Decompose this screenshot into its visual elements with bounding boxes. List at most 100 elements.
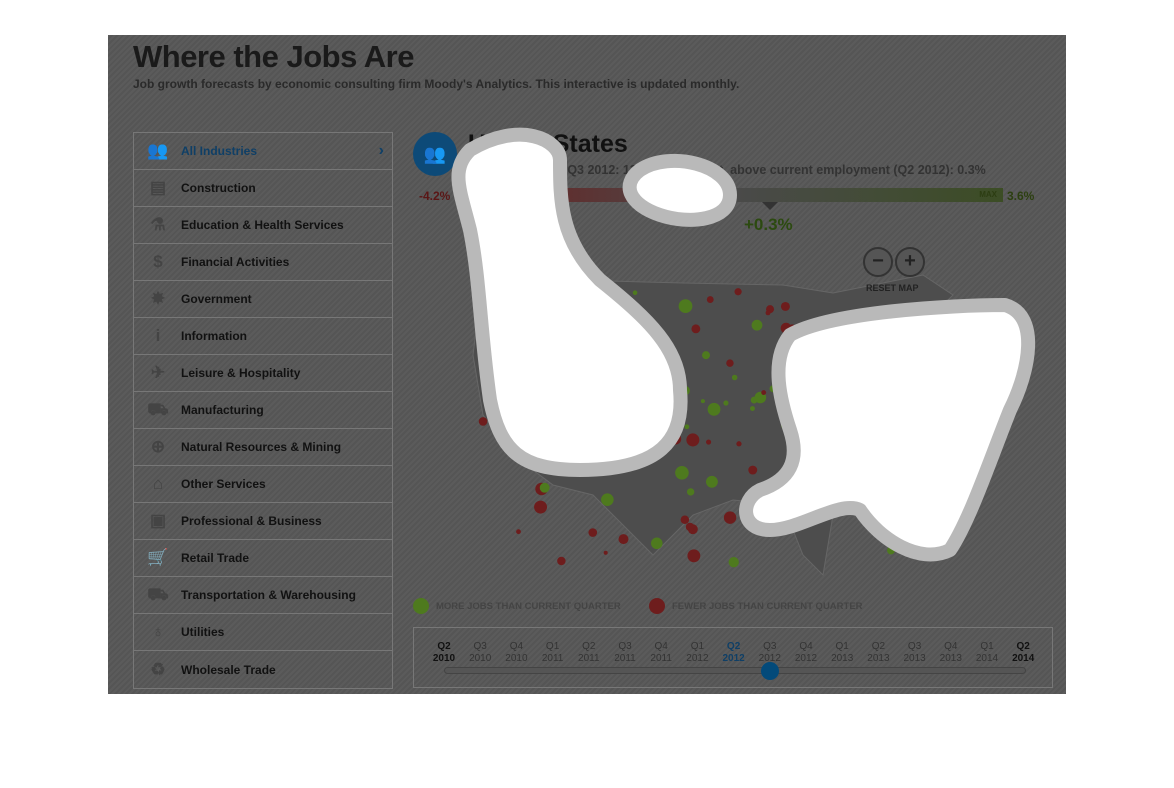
map-marker[interactable] — [750, 406, 755, 411]
sidebar-item-construction[interactable]: ▤ Construction — [134, 170, 392, 207]
map-marker[interactable] — [478, 417, 488, 426]
map-marker[interactable] — [651, 537, 663, 550]
timeline-quarter[interactable]: Q3 2010 — [462, 641, 498, 665]
map-marker[interactable] — [918, 371, 927, 381]
timeline-slider[interactable]: Q2 2010 Q3 2010 Q4 2010 Q1 2011 Q2 2011 Q3 2011 Q4 20… — [413, 627, 1053, 688]
sidebar-item-transportation-warehousing[interactable]: ⛟ Transportation & Warehousing — [134, 577, 392, 614]
map-marker[interactable] — [736, 441, 742, 447]
map-marker[interactable] — [700, 399, 705, 404]
map-marker[interactable] — [589, 426, 600, 436]
timeline-quarter[interactable]: Q4 2013 — [933, 641, 969, 665]
map-marker[interactable] — [566, 367, 571, 373]
sidebar-item-information[interactable]: i Information — [134, 318, 392, 355]
map-marker[interactable] — [687, 549, 701, 563]
map-marker[interactable] — [900, 452, 913, 465]
map-marker[interactable] — [706, 439, 712, 445]
timeline-quarter[interactable]: Q2 2011 — [571, 641, 607, 665]
sidebar-item-natural-resources-mining[interactable]: ⊕ Natural Resources & Mining — [134, 429, 392, 466]
map-marker[interactable] — [705, 475, 718, 488]
timeline-quarter[interactable]: Q3 2011 — [607, 641, 643, 665]
map-marker[interactable] — [598, 345, 611, 357]
map-marker[interactable] — [680, 385, 690, 396]
sidebar-item-retail-trade[interactable]: 🛒 Retail Trade — [134, 540, 392, 577]
map-marker[interactable] — [765, 310, 771, 316]
map-marker[interactable] — [488, 322, 500, 334]
timeline-quarter[interactable]: Q1 2013 — [824, 641, 860, 665]
map-marker[interactable] — [728, 557, 739, 568]
map-marker[interactable] — [516, 529, 521, 535]
map-marker[interactable] — [723, 511, 737, 524]
reset-map-button[interactable]: RESET MAP — [866, 283, 919, 293]
map-marker[interactable] — [685, 522, 695, 532]
timeline-quarter[interactable]: Q4 2011 — [643, 641, 679, 665]
timeline-quarter[interactable]: Q1 2011 — [535, 641, 571, 665]
map-marker[interactable] — [843, 320, 850, 327]
timeline-quarter[interactable]: Q2 2012 — [716, 641, 752, 665]
sidebar-item-utilities[interactable]: ♁ Utilities — [134, 614, 392, 651]
map-marker[interactable] — [891, 441, 897, 447]
timeline-quarter[interactable]: Q3 2013 — [897, 641, 933, 665]
map-marker[interactable] — [686, 488, 695, 496]
zoom-in-button[interactable]: + — [895, 247, 925, 277]
map-marker[interactable] — [502, 379, 511, 388]
map-marker[interactable] — [642, 380, 648, 386]
map-marker[interactable] — [783, 525, 790, 532]
sidebar-item-all-industries[interactable]: 👥 All Industries › — [134, 133, 392, 170]
timeline-quarter[interactable]: Q2 2010 — [426, 641, 462, 665]
map-marker[interactable] — [670, 433, 682, 445]
map-marker[interactable] — [684, 424, 690, 430]
map-marker[interactable] — [761, 390, 767, 396]
timeline-quarter[interactable]: Q4 2010 — [498, 641, 534, 665]
sidebar-item-professional-business[interactable]: ▣ Professional & Business — [134, 503, 392, 540]
map-marker[interactable] — [852, 452, 863, 462]
sidebar-item-government[interactable]: ✸ Government — [134, 281, 392, 318]
map-marker[interactable] — [777, 388, 789, 401]
map-marker[interactable] — [780, 322, 792, 334]
map-marker[interactable] — [691, 324, 701, 334]
map-marker[interactable] — [701, 351, 711, 360]
map-marker[interactable] — [499, 395, 511, 406]
map-marker[interactable] — [680, 515, 690, 525]
map-marker[interactable] — [858, 488, 868, 498]
map-marker[interactable] — [868, 490, 879, 501]
sidebar-item-wholesale-trade[interactable]: ♻ Wholesale Trade — [134, 651, 392, 688]
map-marker[interactable] — [922, 426, 927, 432]
map-marker[interactable] — [588, 528, 598, 537]
map-marker[interactable] — [748, 465, 758, 475]
us-map[interactable] — [453, 255, 1013, 595]
map-marker[interactable] — [887, 546, 895, 555]
map-marker[interactable] — [686, 433, 700, 447]
map-marker[interactable] — [603, 550, 608, 555]
map-marker[interactable] — [486, 366, 497, 377]
map-marker[interactable] — [675, 465, 689, 480]
map-marker[interactable] — [558, 293, 563, 298]
map-marker[interactable] — [731, 374, 738, 381]
map-marker[interactable] — [734, 288, 742, 296]
sidebar-item-leisure-hospitality[interactable]: ✈ Leisure & Hospitality — [134, 355, 392, 392]
timeline-quarter[interactable]: Q2 2013 — [860, 641, 896, 665]
map-marker[interactable] — [809, 460, 817, 468]
map-marker[interactable] — [707, 402, 721, 416]
map-marker[interactable] — [601, 493, 614, 506]
map-marker[interactable] — [849, 397, 855, 403]
map-marker[interactable] — [726, 359, 734, 367]
map-marker[interactable] — [921, 451, 930, 460]
timeline-quarter[interactable]: Q4 2012 — [788, 641, 824, 665]
sidebar-item-financial-activities[interactable]: $ Financial Activities — [134, 244, 392, 281]
map-marker[interactable] — [861, 331, 869, 339]
map-marker[interactable] — [678, 299, 693, 313]
map-marker[interactable] — [534, 500, 548, 514]
timeline-quarter[interactable]: Q2 2014 — [1005, 641, 1041, 665]
map-marker[interactable] — [903, 520, 916, 532]
timeline-quarter[interactable]: Q1 2012 — [679, 641, 715, 665]
map-marker[interactable] — [706, 296, 714, 303]
map-marker[interactable] — [769, 385, 777, 393]
map-marker[interactable] — [606, 380, 614, 388]
map-marker[interactable] — [888, 378, 895, 385]
map-marker[interactable] — [539, 482, 550, 493]
map-marker[interactable] — [723, 400, 729, 406]
map-marker[interactable] — [557, 556, 566, 566]
sidebar-item-education-health-services[interactable]: ⚗ Education & Health Services — [134, 207, 392, 244]
map-marker[interactable] — [607, 446, 613, 452]
map-marker[interactable] — [564, 465, 571, 473]
